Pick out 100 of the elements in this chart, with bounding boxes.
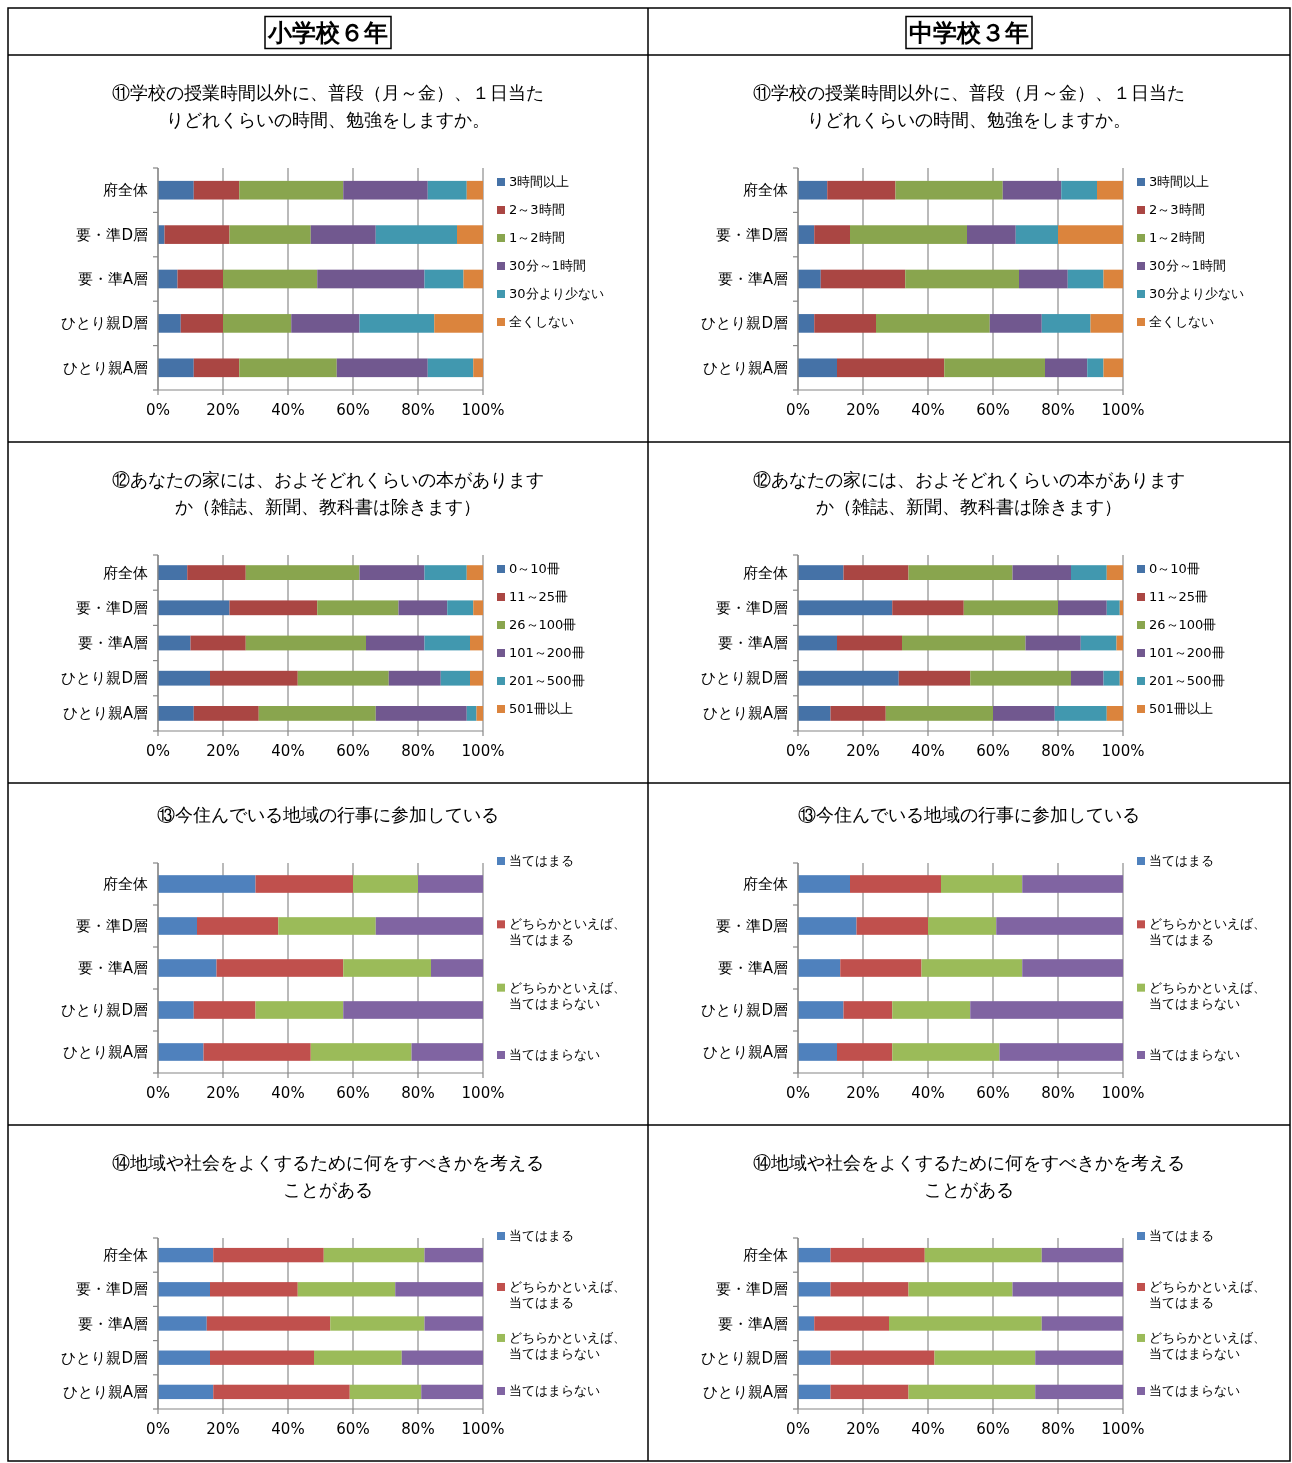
bar (1103, 670, 1120, 686)
x-tick-label: 0% (786, 1084, 810, 1102)
legend-label: どちらかといえば、当てはまらない (509, 979, 626, 1011)
y-tick-label: 要・準D層 (76, 598, 148, 617)
bar (466, 180, 483, 200)
bar (427, 358, 474, 378)
bar (158, 1282, 210, 1297)
bar (798, 314, 815, 333)
legend-label: 11～25冊 (509, 589, 569, 604)
x-tick-label: 20% (206, 1420, 240, 1438)
bar (798, 565, 844, 580)
bar (1058, 225, 1123, 244)
legend-label: 26～100冊 (1149, 617, 1217, 632)
x-tick-label: 40% (271, 1084, 305, 1102)
bar (424, 1316, 483, 1331)
bar (996, 917, 1123, 935)
bar (798, 1384, 831, 1400)
bar (229, 600, 318, 616)
bar (314, 1350, 402, 1365)
bar (366, 635, 425, 651)
bar (343, 1001, 483, 1019)
bar (239, 358, 337, 378)
bar (999, 1043, 1123, 1061)
bar (158, 1043, 204, 1061)
legend-label: 当てはまる (509, 853, 574, 868)
legend-label: どちらかといえば、当てはまる (509, 916, 626, 948)
bar (1019, 269, 1068, 289)
chart-title: ⑭地域や社会をよくするために何をすべきかを考えることがある (112, 1152, 544, 1200)
bar (297, 1282, 396, 1297)
bar (1090, 314, 1123, 333)
bar (158, 706, 194, 721)
chart-subtitle: 小学校６年 (267, 18, 388, 47)
y-tick-label: 要・準A層 (717, 959, 788, 977)
legend-label: 全くしない (509, 314, 574, 329)
bar (158, 1316, 207, 1331)
x-tick-label: 20% (206, 742, 240, 760)
bar (473, 358, 483, 378)
y-tick-label: 府全体 (743, 1246, 788, 1265)
bar (418, 875, 483, 893)
y-tick-label: ひとり親A層 (62, 1382, 148, 1401)
y-tick-label: 要・準A層 (77, 270, 148, 288)
bar (229, 225, 311, 244)
bar (1058, 600, 1107, 616)
bar (1071, 565, 1107, 580)
y-tick-label: 要・準D層 (76, 917, 148, 935)
bar (798, 1316, 815, 1331)
bar (411, 1043, 483, 1061)
bar (158, 1001, 194, 1019)
bar (388, 670, 441, 686)
y-tick-label: 要・準D層 (716, 917, 788, 935)
legend-label: どちらかといえば、当てはまらない (1149, 1329, 1266, 1361)
bar (902, 635, 1026, 651)
bar (1041, 1247, 1123, 1263)
bar (837, 1043, 893, 1061)
legend-label: 101～200冊 (1149, 645, 1225, 660)
x-tick-label: 60% (336, 742, 370, 760)
bar (476, 706, 483, 721)
bar (908, 1384, 1036, 1400)
x-tick-label: 60% (976, 1084, 1010, 1102)
y-tick-label: 府全体 (103, 875, 148, 893)
legend-label: 2～3時間 (1149, 202, 1205, 217)
y-tick-label: 要・準D層 (76, 225, 148, 244)
bar (466, 706, 477, 721)
bar (840, 959, 922, 977)
bar (924, 1247, 1042, 1263)
bar (375, 225, 457, 244)
chart-title: ⑪学校の授業時間以外に、普段（月～金）、１日当たりどれくらいの時間、勉強をしますか。 (753, 82, 1185, 130)
bar (470, 670, 483, 686)
bar (963, 600, 1058, 616)
bar (255, 875, 353, 893)
y-tick-label: 要・準A層 (717, 634, 788, 652)
bar (158, 670, 210, 686)
bar (197, 917, 279, 935)
legend-label: 0～10冊 (1149, 561, 1200, 576)
bar (447, 600, 474, 616)
bar (190, 635, 246, 651)
legend-label: 30分より少ない (1149, 286, 1244, 301)
bar (317, 269, 425, 289)
legend-label: 30分～1時間 (1149, 258, 1226, 273)
y-tick-label: ひとり親D層 (61, 669, 148, 688)
legend-label: どちらかといえば、当てはまらない (1149, 979, 1266, 1011)
bar (158, 269, 178, 289)
legend-label: 501冊以上 (1149, 701, 1213, 716)
bar (798, 670, 899, 686)
y-tick-label: ひとり親A層 (702, 704, 788, 723)
bar (798, 1247, 831, 1263)
bar (466, 565, 483, 580)
x-tick-label: 60% (336, 1084, 370, 1102)
bar (934, 1350, 1036, 1365)
y-tick-label: ひとり親D層 (61, 1001, 148, 1019)
bar (1002, 180, 1062, 200)
bar (898, 670, 971, 686)
chart-title: ⑫あなたの家には、およそどれくらいの本がありますか（雑誌、新聞、教科書は除きます） (753, 469, 1185, 517)
bar (213, 1247, 324, 1263)
x-tick-label: 60% (976, 742, 1010, 760)
y-tick-label: ひとり親D層 (701, 669, 788, 688)
legend-label: 201～500冊 (509, 673, 585, 688)
legend-label: 3時間以上 (1149, 174, 1210, 189)
bar (1061, 180, 1097, 200)
bar (798, 1282, 831, 1297)
